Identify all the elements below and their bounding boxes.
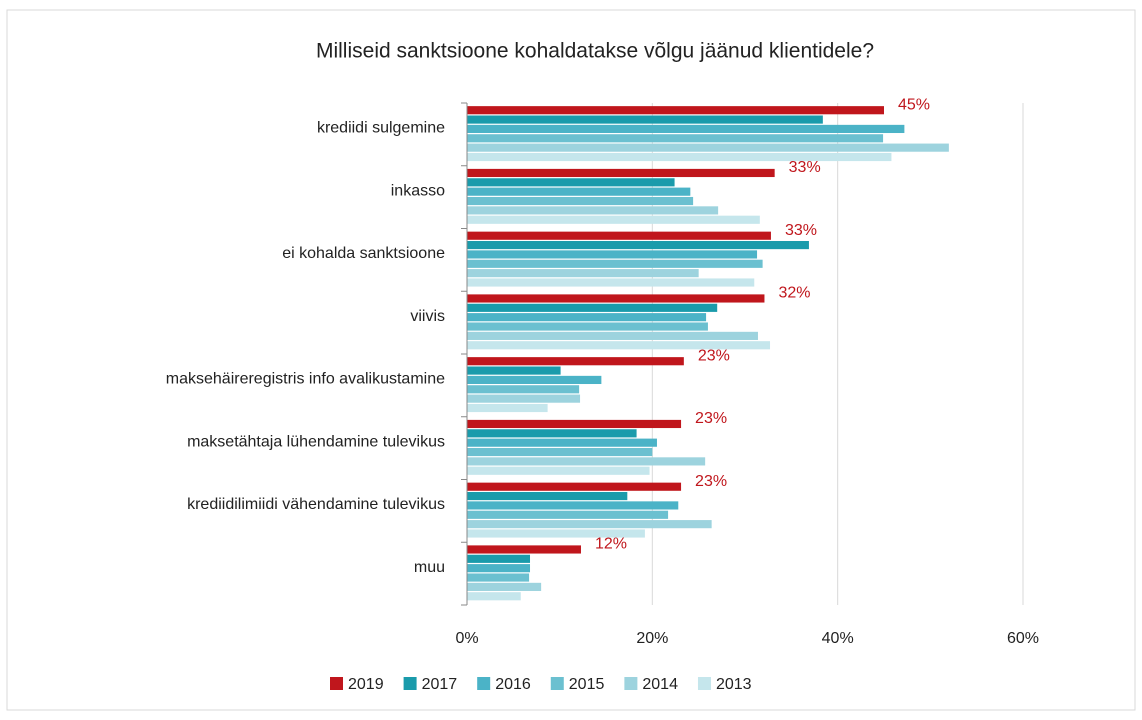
bar: [467, 187, 691, 196]
bar: [467, 250, 758, 259]
y-tick-label: krediidilimiidi vähendamine tulevikus: [187, 496, 445, 513]
bar: [467, 447, 653, 457]
bar: [467, 278, 755, 287]
data-label: 12%: [595, 536, 627, 553]
bar: [467, 366, 561, 375]
y-tick-label: ei kohalda sanktsioone: [282, 245, 445, 262]
x-tick-label: 60%: [1007, 630, 1039, 647]
data-label: 32%: [778, 285, 810, 302]
bar: [467, 106, 884, 115]
bar: [467, 582, 542, 591]
x-tick-label: 40%: [822, 630, 854, 647]
bar: [467, 178, 675, 187]
bar: [467, 259, 763, 268]
bar: [467, 294, 765, 303]
bar: [467, 341, 771, 350]
data-label: 45%: [898, 96, 930, 113]
y-tick-label: maksehäireregistris info avalikustamine: [166, 371, 445, 388]
x-tick-label: 20%: [636, 630, 668, 647]
bar: [467, 482, 682, 491]
bar: [467, 545, 581, 554]
y-tick-label: inkasso: [391, 182, 445, 199]
bar: [467, 394, 581, 403]
bar: [467, 510, 669, 519]
y-tick-label: viivis: [410, 308, 445, 325]
data-label: 23%: [695, 473, 727, 490]
bar: [467, 385, 580, 394]
bar: [467, 331, 758, 340]
bar: [467, 501, 679, 510]
legend-label: 2016: [495, 676, 531, 693]
x-tick-label: 0%: [455, 630, 478, 647]
bar: [467, 152, 892, 162]
bar: [467, 215, 760, 224]
bar: [467, 491, 628, 501]
legend-label: 2014: [642, 676, 678, 693]
bar: [467, 134, 884, 143]
bar: [467, 240, 809, 250]
bar: [467, 115, 823, 124]
bar: [467, 438, 657, 447]
bar: [467, 520, 712, 529]
bar: [467, 231, 771, 240]
legend-label: 2017: [422, 676, 458, 693]
bar: [467, 269, 699, 278]
legend-label: 2019: [348, 676, 384, 693]
legend-swatch: [477, 677, 491, 690]
bar: [467, 168, 775, 178]
legend-swatch: [403, 677, 417, 690]
y-tick-label: muu: [414, 559, 445, 576]
bar: [467, 457, 706, 466]
bar: [467, 313, 707, 322]
bar: [467, 303, 718, 312]
bar: [467, 573, 530, 582]
bar: [467, 429, 637, 438]
legend-swatch: [330, 677, 343, 690]
bar: [467, 357, 684, 366]
bar: [467, 529, 645, 538]
data-label: 23%: [695, 410, 727, 427]
legend-swatch: [550, 677, 564, 690]
bar: [467, 403, 548, 413]
bar: [467, 554, 531, 563]
y-tick-label: maksetähtaja lühendamine tulevikus: [187, 433, 445, 450]
bar: [467, 592, 521, 601]
bar: [467, 419, 682, 429]
bar: [467, 196, 694, 206]
data-label: 33%: [789, 159, 821, 176]
bar: [467, 564, 531, 573]
legend-label: 2015: [569, 676, 605, 693]
bar: [467, 322, 708, 331]
chart-title: Milliseid sanktsioone kohaldatakse võlgu…: [316, 40, 874, 63]
legend-swatch: [624, 677, 638, 690]
data-label: 33%: [785, 222, 817, 239]
bar: [467, 143, 949, 152]
legend-swatch: [697, 677, 711, 690]
legend-label: 2013: [716, 676, 752, 693]
y-tick-label: krediidi sulgemine: [317, 120, 445, 137]
bar: [467, 375, 602, 385]
bar: [467, 206, 719, 215]
bar: [467, 466, 650, 475]
bar: [467, 124, 905, 134]
data-label: 23%: [698, 347, 730, 364]
